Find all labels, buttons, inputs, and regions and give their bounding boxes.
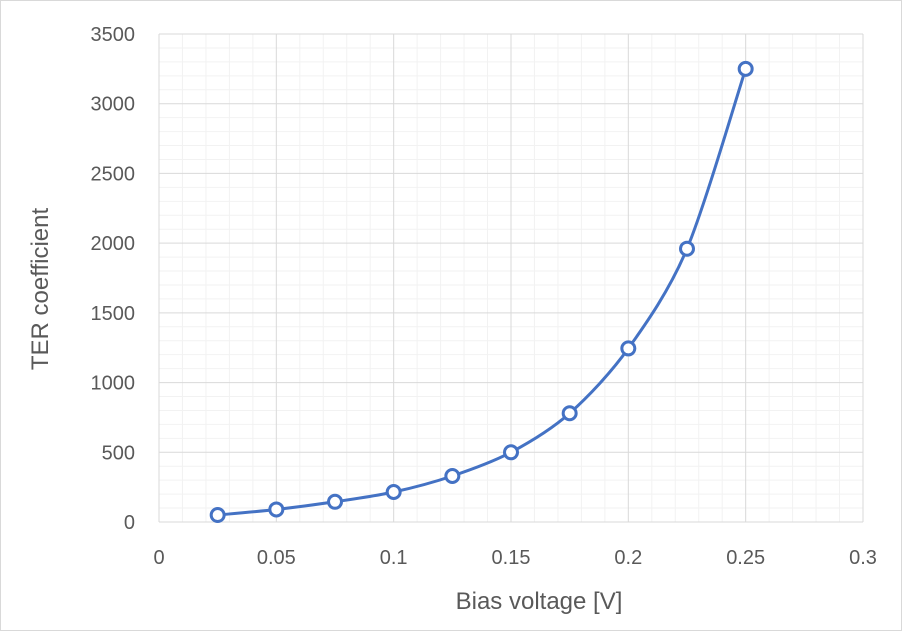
x-tick-label: 0.3 — [849, 547, 877, 569]
data-point-marker — [327, 493, 343, 510]
y-tick-label: 3500 — [91, 24, 136, 46]
y-tick-label: 1000 — [91, 373, 136, 395]
y-tick-label: 500 — [102, 442, 135, 464]
x-axis-tick-labels: 0 0.05 0.1 0.15 0.2 0.25 0.3 — [153, 547, 876, 569]
y-tick-label: 2000 — [91, 233, 136, 255]
y-tick-label: 3000 — [91, 94, 136, 116]
y-axis-title: TER coefficient — [27, 208, 54, 371]
x-tick-label: 0.25 — [726, 547, 765, 569]
data-point-marker — [268, 501, 285, 518]
y-tick-label: 2500 — [91, 163, 136, 185]
y-axis-tick-labels: 0 500 1000 1500 2000 2500 3000 3500 — [91, 24, 136, 534]
x-tick-label: 0 — [153, 547, 164, 569]
data-point-marker — [209, 507, 226, 524]
x-tick-label: 0.15 — [492, 547, 531, 569]
data-point-marker — [444, 467, 461, 484]
data-point-marker — [620, 340, 637, 357]
x-tick-label: 0.2 — [614, 547, 642, 569]
y-tick-label: 0 — [124, 512, 135, 534]
data-point-marker — [561, 405, 578, 422]
x-tick-label: 0.1 — [380, 547, 408, 569]
data-point-marker — [737, 60, 754, 77]
series-line — [217, 68, 748, 517]
data-point-marker — [679, 240, 695, 257]
x-axis-title: Bias voltage [V] — [456, 588, 623, 615]
series-group — [209, 60, 754, 524]
data-point-marker — [503, 444, 519, 461]
data-point-marker — [385, 484, 402, 501]
x-tick-label: 0.05 — [257, 547, 296, 569]
y-tick-label: 1500 — [91, 303, 136, 325]
